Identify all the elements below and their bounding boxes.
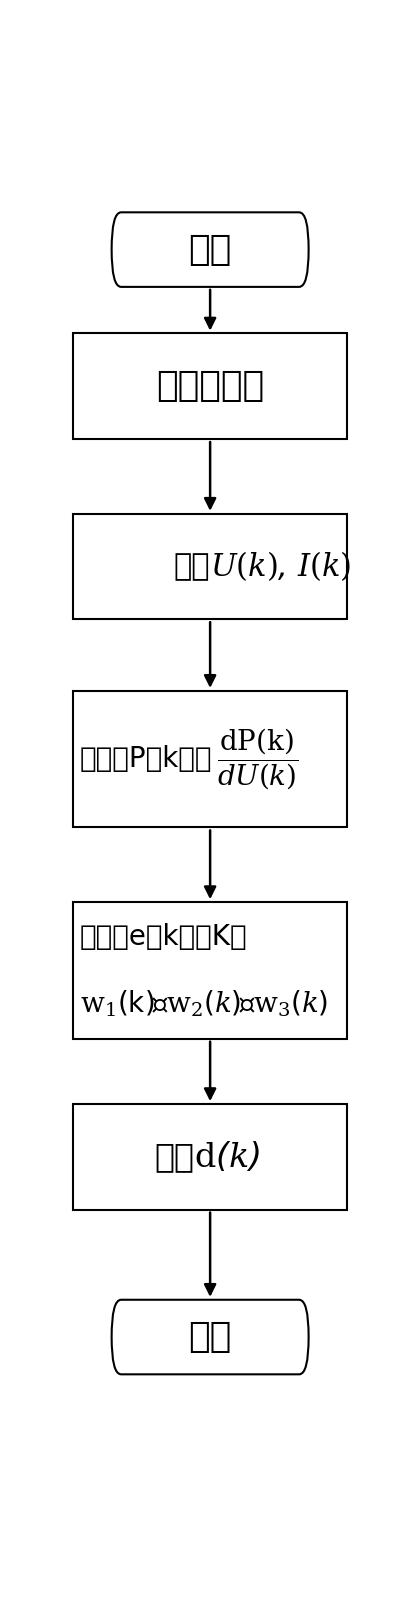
FancyBboxPatch shape — [73, 902, 346, 1039]
FancyBboxPatch shape — [73, 513, 346, 620]
Text: 计算: 计算 — [154, 1141, 194, 1173]
Text: 计算，e（k），K，: 计算，e（k），K， — [80, 923, 247, 951]
FancyBboxPatch shape — [111, 1299, 308, 1375]
Text: 计算，P（k），: 计算，P（k）， — [80, 746, 212, 773]
FancyBboxPatch shape — [73, 691, 346, 828]
Text: $\mathrm{w_1}$(k)，$\mathrm{w_2}$($k$)，$\mathrm{w_3}$($k$): $\mathrm{w_1}$(k)，$\mathrm{w_2}$($k$)，$\… — [80, 989, 327, 1018]
Text: $U(k)$, $I(k)$: $U(k)$, $I(k)$ — [210, 549, 351, 584]
Text: 采样: 采样 — [173, 552, 210, 581]
Text: $\dfrac{\mathrm{dP(k)}}{\mathit{dU(k)}}$: $\dfrac{\mathrm{dP(k)}}{\mathit{dU(k)}}$ — [216, 726, 298, 792]
Text: $\mathrm{d}$($k$): $\mathrm{d}$($k$) — [194, 1139, 260, 1173]
Text: 开始: 开始 — [188, 232, 231, 266]
FancyBboxPatch shape — [73, 1104, 346, 1209]
Text: 结束: 结束 — [188, 1320, 231, 1354]
FancyBboxPatch shape — [111, 213, 308, 287]
FancyBboxPatch shape — [73, 334, 346, 439]
Text: 系统初始化: 系统初始化 — [156, 370, 263, 404]
